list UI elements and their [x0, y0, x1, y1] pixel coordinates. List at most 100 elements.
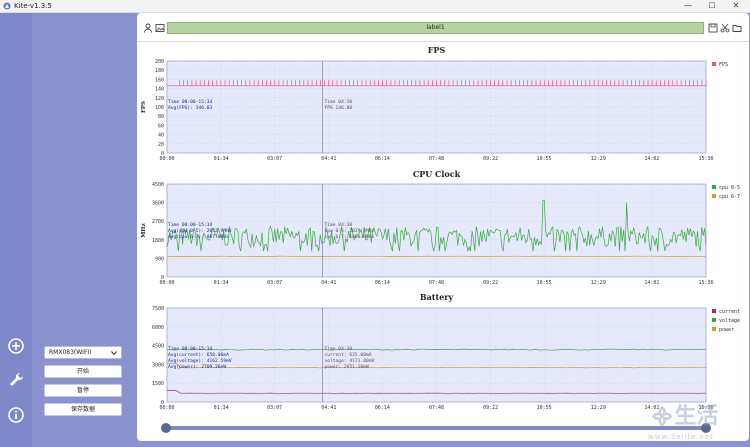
x-tick-label: 04:41: [321, 280, 336, 286]
toolbar-divider: [137, 41, 749, 42]
annotation-cursor: current: 635.00mA: [324, 352, 371, 358]
x-tick-label: 01:34: [214, 405, 229, 411]
x-tick-label: 15:36: [698, 405, 713, 411]
legend-swatch: [712, 327, 716, 331]
legend-swatch: [712, 318, 716, 322]
annotation-summary: Avg(cpu 6-7): 887.0MHz: [168, 234, 229, 240]
x-tick-label: 03:07: [267, 156, 282, 162]
x-tick-label: 01:34: [214, 280, 229, 286]
x-tick-label: 07:48: [429, 405, 444, 411]
legend-label: cpu 0-5: [719, 185, 740, 191]
y-tick-label: 20: [158, 142, 164, 148]
x-tick-label: 09:22: [483, 280, 498, 286]
y-tick-label: 0: [161, 151, 164, 157]
series-line-voltage: [166, 348, 707, 351]
y-tick-label: 80: [158, 114, 164, 120]
y-tick-label: 180: [155, 68, 164, 74]
y-tick-label: 2700: [152, 219, 164, 225]
annotation-summary: Avg(FPS): 146.03: [168, 105, 212, 111]
y-tick-label: 4500: [152, 344, 164, 350]
x-tick-label: 07:48: [429, 280, 444, 286]
folder-icon[interactable]: [732, 23, 742, 33]
legend-label: cpu 6-7: [719, 194, 740, 200]
scissors-icon[interactable]: [720, 23, 730, 33]
chevron-down-icon: [111, 351, 117, 356]
x-tick-label: 03:07: [267, 405, 282, 411]
wrench-icon[interactable]: [7, 371, 25, 389]
slider-end-handle[interactable]: [701, 423, 711, 433]
slider-start-handle[interactable]: [161, 423, 171, 433]
y-tick-label: 100: [155, 105, 164, 111]
x-tick-label: 10:55: [537, 156, 552, 162]
x-tick-label: 12:29: [591, 280, 606, 286]
y-axis-label: FPS: [141, 101, 147, 113]
x-tick-label: 10:55: [537, 405, 552, 411]
x-tick-label: 00:00: [159, 280, 174, 286]
series-line-cpu-0-5: [166, 200, 707, 252]
x-tick-label: 09:22: [483, 405, 498, 411]
annotation-cursor: Time 04:30: [324, 222, 352, 228]
save-icon[interactable]: [708, 23, 718, 33]
x-tick-label: 03:07: [267, 280, 282, 286]
y-axis-label: MHz: [141, 223, 147, 237]
close-button[interactable]: ✕: [732, 1, 740, 10]
y-tick-label: 140: [155, 87, 164, 93]
y-tick-label: 120: [155, 96, 164, 102]
chart-title: FPS: [428, 45, 446, 55]
legend-swatch: [712, 194, 716, 198]
maximize-button[interactable]: ☐: [708, 1, 716, 10]
y-tick-label: 1800: [152, 238, 164, 244]
y-tick-label: 6000: [152, 325, 164, 331]
x-tick-label: 10:55: [537, 280, 552, 286]
device-select-value: RMX083(WIFI): [49, 349, 92, 356]
legend-label: FPS: [719, 62, 728, 68]
image-icon[interactable]: [155, 23, 165, 33]
legend-label: power: [719, 327, 734, 333]
x-tick-label: 04:41: [321, 405, 336, 411]
x-tick-label: 12:29: [591, 405, 606, 411]
x-tick-label: 15:36: [698, 156, 713, 162]
y-tick-label: 0: [161, 275, 164, 281]
app-logo-icon: [3, 2, 11, 10]
x-tick-label: 14:02: [644, 156, 659, 162]
annotation-summary: Avg(current): 650.06mA: [168, 352, 229, 358]
annotation-cursor: FPS 146.00: [324, 105, 352, 111]
add-icon[interactable]: [7, 337, 25, 355]
x-tick-label: 00:00: [159, 405, 174, 411]
user-icon[interactable]: [143, 23, 153, 33]
series-line-current: [167, 390, 706, 394]
x-tick-label: 15:36: [698, 280, 713, 286]
minimize-button[interactable]: —: [684, 1, 692, 10]
y-tick-label: 3600: [152, 201, 164, 207]
legend-swatch: [712, 62, 716, 66]
save-data-button[interactable]: 保存数据: [44, 403, 122, 416]
series-line-FPS: [167, 80, 707, 87]
annotation-summary: Avg(cpu 0-5): 2052.9MHz: [168, 228, 232, 234]
x-tick-label: 06:14: [375, 156, 390, 162]
pause-button[interactable]: 暂停: [44, 384, 122, 397]
start-button[interactable]: 开始: [44, 365, 122, 378]
plot-area: [166, 307, 707, 403]
time-range-slider[interactable]: [166, 426, 706, 430]
x-tick-label: 09:22: [483, 156, 498, 162]
y-tick-label: 4500: [152, 182, 164, 188]
y-tick-label: 200: [155, 59, 164, 65]
annotation-cursor: Time 04:30: [324, 346, 352, 352]
y-tick-label: 0: [161, 400, 164, 406]
annotation-cursor: Time 04:30: [324, 99, 352, 105]
x-tick-label: 01:34: [214, 156, 229, 162]
label-box: label1: [167, 22, 704, 34]
y-tick-label: 160: [155, 77, 164, 83]
device-select[interactable]: RMX083(WIFI): [44, 346, 122, 359]
info-icon[interactable]: [7, 406, 25, 424]
sidebar: [0, 13, 32, 447]
x-tick-label: 04:41: [321, 156, 336, 162]
annotation-cursor: voltage: 4171.00mV: [324, 358, 374, 364]
annotation-cursor: cpu 0-5: 2029.5MHz: [324, 228, 374, 234]
legend-label: voltage: [719, 318, 740, 324]
annotation-summary: Time 00:00-15:34: [168, 222, 212, 228]
window-title: Kite-v1.3.5: [14, 2, 52, 10]
watermark-url: www.3elife.net: [648, 433, 714, 441]
y-tick-label: 7500: [152, 306, 164, 312]
